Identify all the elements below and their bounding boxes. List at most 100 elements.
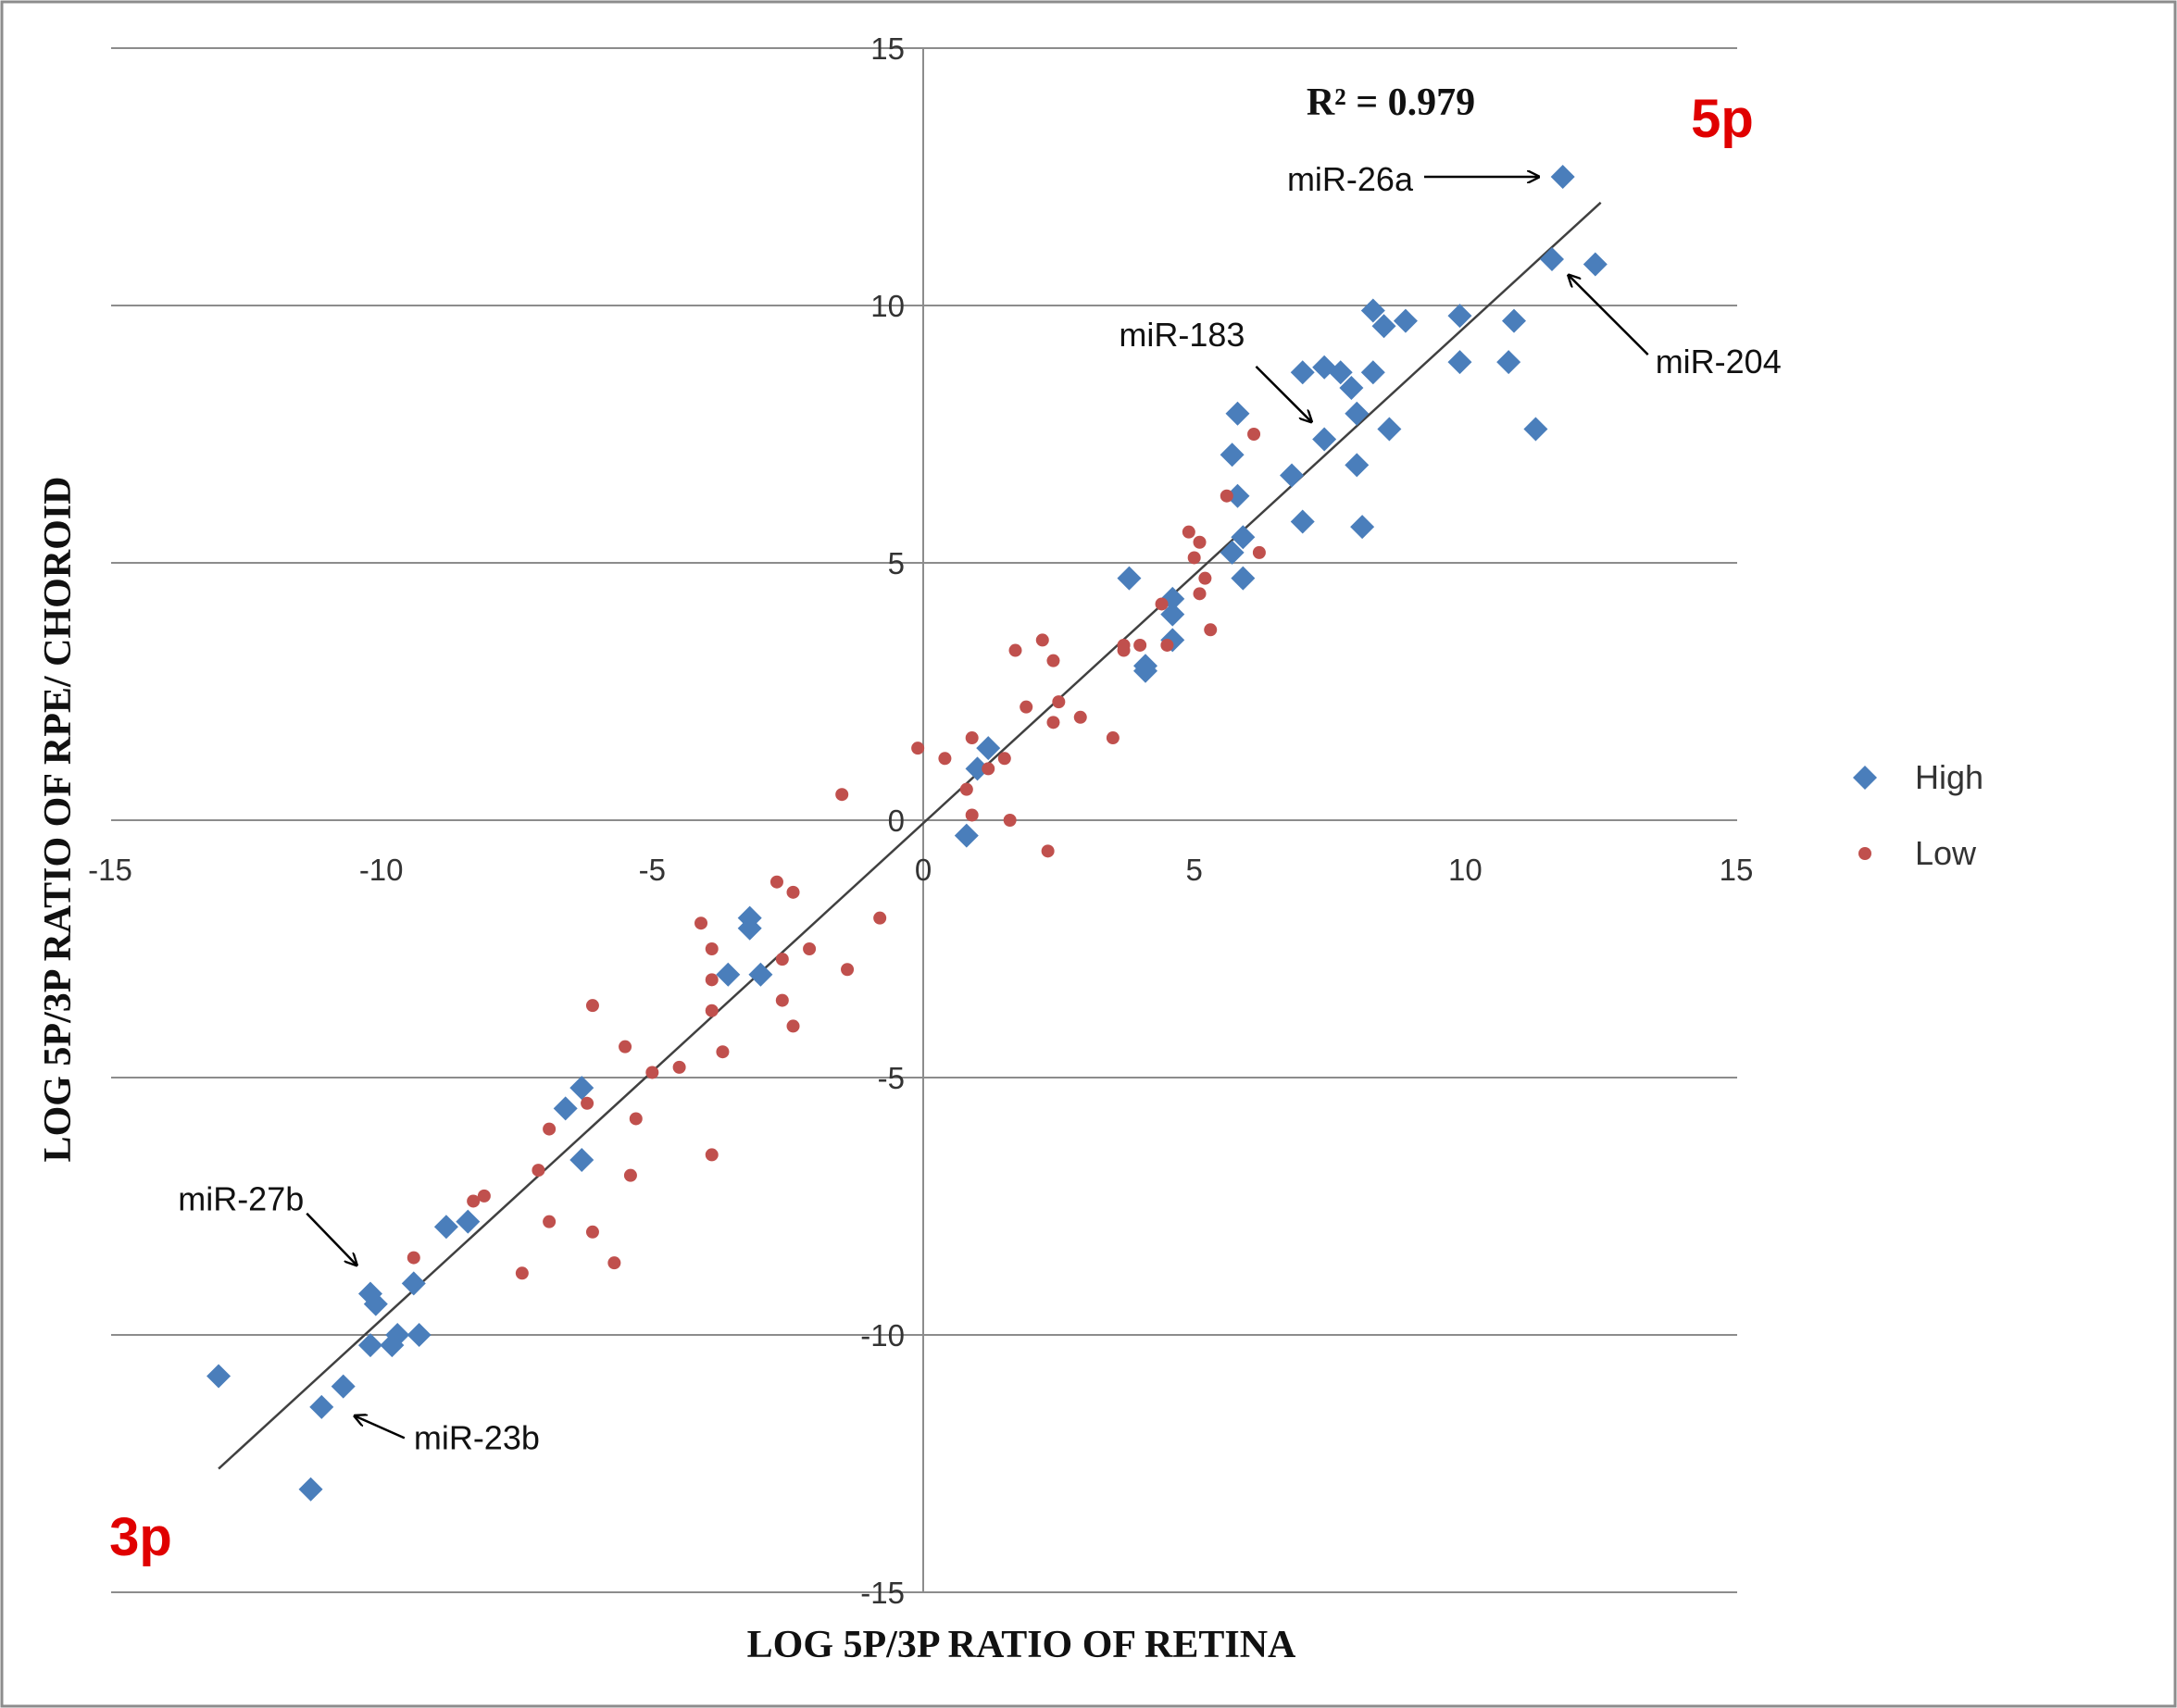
point-high [1393,308,1418,333]
point-low [1187,551,1201,565]
point-high [1220,540,1245,565]
x-tick-label: -10 [359,853,404,887]
legend-label-low: Low [1915,834,1977,872]
annotation-mir-183: miR-183 [1119,316,1245,354]
point-high [1312,427,1337,452]
point-low [997,752,1011,766]
point-low [1106,731,1120,745]
point-high [748,962,773,987]
point-low [407,1251,420,1265]
annotation-arrow-mir-204 [1569,275,1649,355]
point-high [309,1394,334,1419]
point-low [841,963,855,977]
x-tick-label: -15 [88,853,132,887]
point-high [1550,165,1575,189]
point-high [1447,350,1472,375]
point-high [401,1271,426,1296]
point-low [1117,643,1131,657]
point-high [954,823,979,848]
point-low [835,788,849,802]
point-high [1345,453,1370,478]
point-low [581,1096,594,1110]
point-high [433,1215,458,1240]
point-low [1133,638,1147,652]
trendline [218,201,1602,1470]
point-low [585,999,599,1013]
x-tick-label: 10 [1448,853,1483,887]
point-low [1155,597,1169,611]
point-high [1328,360,1353,385]
point-high [1290,509,1315,534]
y-tick-label: 10 [870,289,905,323]
point-high [553,1096,578,1121]
point-high [357,1333,382,1358]
point-high [1447,304,1472,329]
point-high [569,1147,594,1172]
point-low [965,731,979,745]
point-high [965,756,990,781]
point-low [607,1256,621,1270]
data-points [206,165,1608,1502]
r-squared-label: R² = 0.979 [1307,81,1475,124]
point-low [1008,643,1022,657]
point-low [769,875,783,889]
y-tick-label: 0 [888,804,905,838]
point-high [1132,658,1157,683]
point-low [716,1045,730,1059]
annotation-mir-26a: miR-26a [1287,160,1414,198]
axes [111,48,1737,1592]
point-high [380,1333,405,1358]
point-high [407,1323,432,1347]
point-low [938,752,952,766]
point-high [1280,463,1305,488]
annotation-mir-23b: miR-23b [414,1418,540,1456]
point-high [1350,515,1375,540]
point-high [1502,308,1527,333]
point-high [1360,298,1385,323]
point-low [467,1194,481,1208]
point-high [206,1364,231,1389]
point-low [705,942,719,955]
point-low [1046,716,1060,729]
point-high [1225,483,1250,508]
point-high [976,736,1001,761]
point-high [363,1291,388,1316]
point-low [629,1112,643,1126]
point-high [298,1477,323,1502]
point-high [1231,525,1256,550]
point-high [1496,350,1521,375]
point-high [737,916,762,941]
point-low [775,993,789,1007]
x-tick-labels: -15 -10 -5 0 5 10 15 [88,853,1753,887]
point-low [645,1066,659,1079]
point-low [1252,545,1266,559]
point-low [786,1019,800,1033]
y-tick-label: -10 [860,1318,905,1353]
annotation-arrow-mir-183 [1255,365,1311,422]
point-low [1193,535,1207,549]
point-high [1523,417,1548,442]
point-low [873,911,887,925]
point-low [1020,700,1033,714]
y-tick-label: 15 [870,31,905,66]
point-low [585,1225,599,1239]
legend-marker-high [1853,766,1877,790]
point-low [694,916,708,930]
legend: High Low [1853,758,1983,872]
point-low [1160,638,1174,652]
x-tick-label: 0 [915,853,932,887]
point-high [1290,360,1315,385]
corner-label-3p: 3p [109,1507,172,1567]
point-low [911,742,925,755]
point-high [1117,566,1142,591]
point-low [1073,710,1087,724]
corner-label-5p: 5p [1691,89,1754,149]
point-low [623,1168,637,1182]
point-low [543,1122,557,1136]
y-axis-title: LOG 5P/3P RATIO OF RPE/ CHOROID [37,477,80,1163]
point-high [569,1076,594,1101]
point-low [775,953,789,966]
legend-label-high: High [1915,758,1983,796]
point-low [1247,428,1261,441]
